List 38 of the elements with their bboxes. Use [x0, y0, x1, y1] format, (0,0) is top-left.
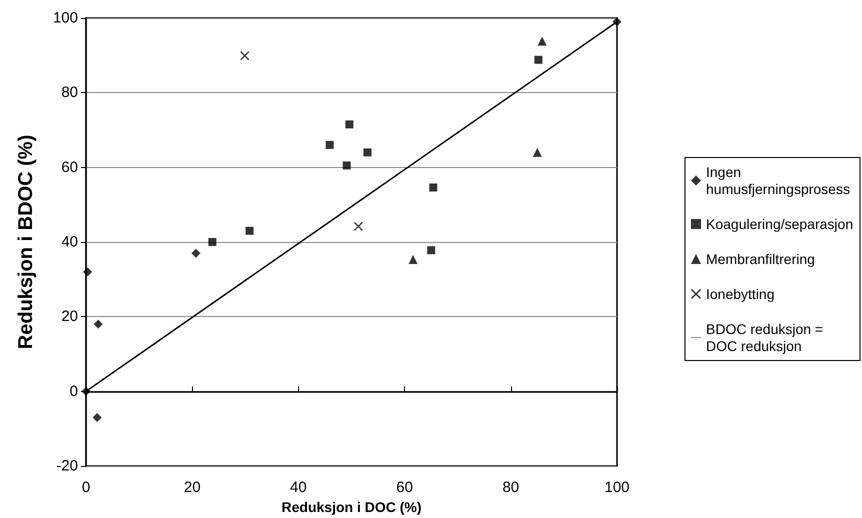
y-tick-label: 0: [70, 382, 78, 400]
y-tick-label: 80: [61, 84, 78, 102]
point: [345, 120, 354, 128]
x-tick-label: 40: [290, 479, 307, 496]
point: [326, 140, 334, 149]
point: [342, 161, 351, 170]
legend-label: Ingen humusfjerningsprosess: [706, 164, 850, 197]
point: [94, 320, 103, 329]
legend-label: Ionebytting: [706, 286, 774, 302]
y-tick-label: 40: [61, 234, 78, 250]
y-tick-label: 60: [61, 158, 78, 176]
point: [538, 36, 547, 46]
x-axis-title: Reduksjon i DOC (%): [281, 498, 422, 515]
point: [208, 238, 216, 246]
x-tick-label: 80: [502, 479, 520, 496]
x-tick-label: 0: [82, 479, 90, 496]
point: [92, 412, 102, 422]
point: [354, 222, 363, 231]
legend-label: Koagulering/separasjon: [706, 216, 854, 232]
point: [532, 148, 542, 157]
y-tick-label: -20: [56, 458, 78, 474]
x-tick-label: 100: [604, 479, 630, 496]
point: [612, 17, 622, 26]
legend-label: Membranfiltrering: [706, 251, 815, 267]
point: [427, 246, 436, 254]
point: [363, 148, 372, 156]
x-tick-label: 60: [396, 479, 413, 496]
point: [534, 56, 542, 64]
point: [191, 248, 200, 258]
point: [246, 226, 254, 235]
y-axis-title: Reduksjon i BDOC (%): [15, 134, 37, 350]
legend-label: BDOC reduksjon = DOC reduksjon: [706, 321, 827, 354]
point: [408, 255, 418, 264]
y-tick-label: 100: [52, 10, 78, 26]
x-tick-label: 20: [184, 479, 201, 496]
point: [83, 267, 92, 276]
point: [429, 183, 438, 192]
y-tick-label: 20: [61, 308, 78, 326]
